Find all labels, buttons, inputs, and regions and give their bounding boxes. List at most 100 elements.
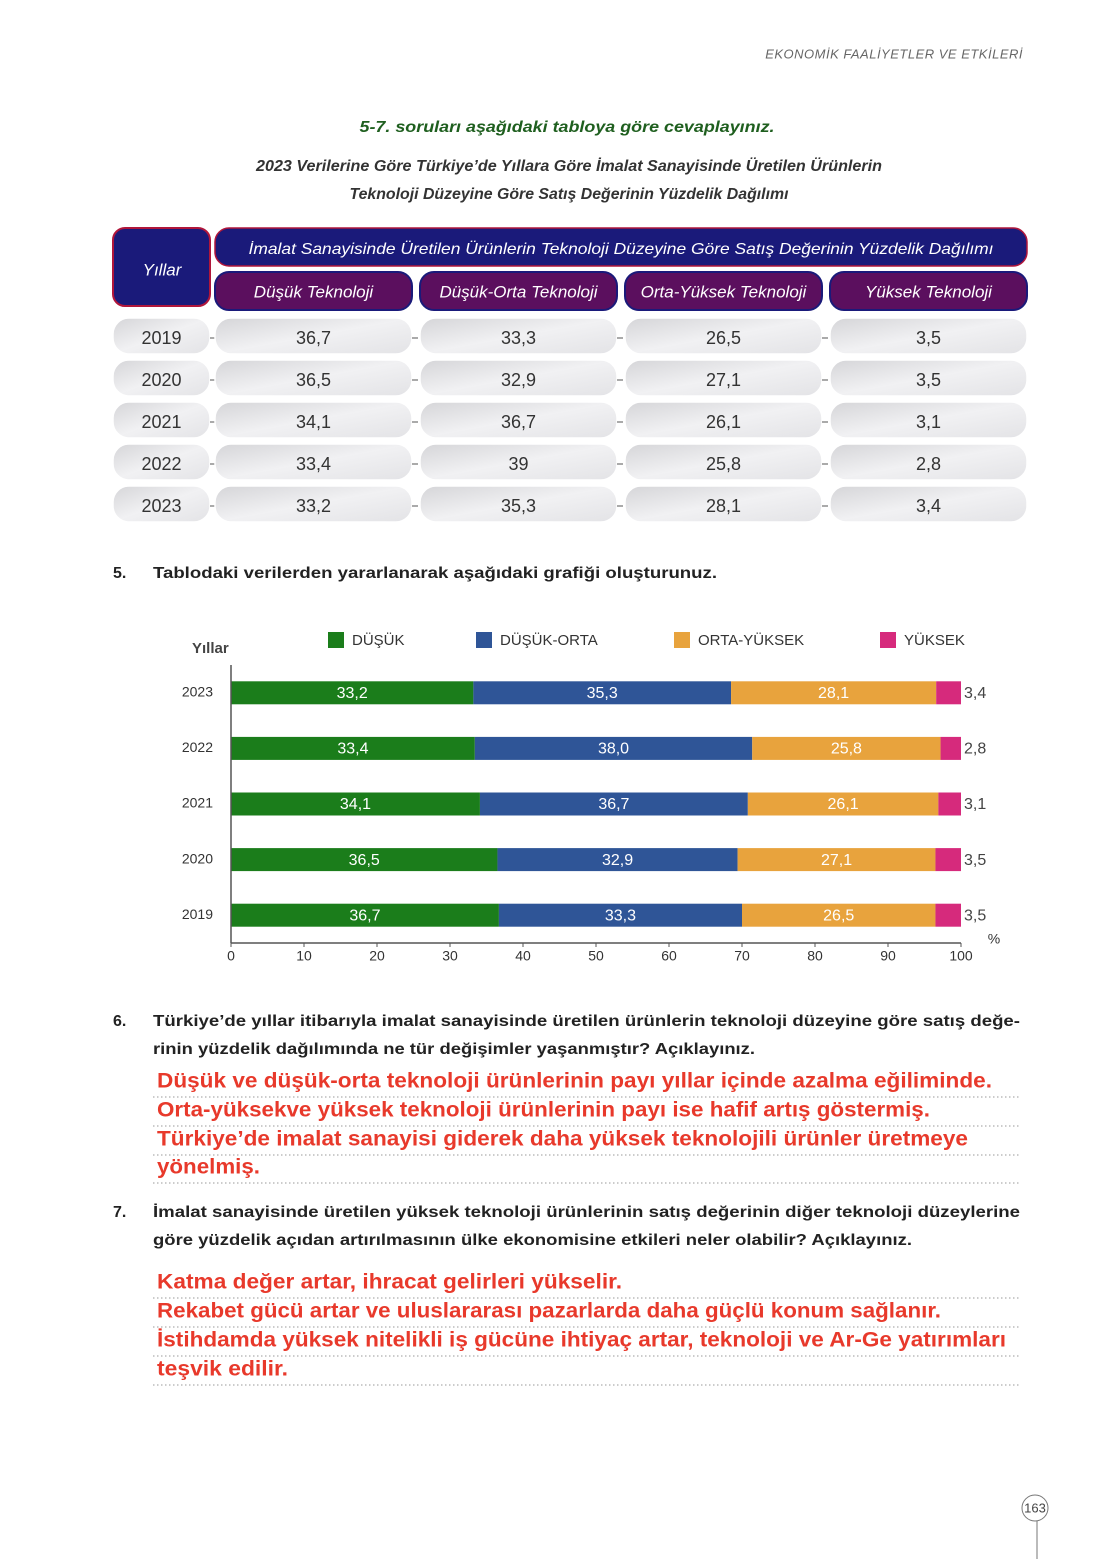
- bar-value-label: 33,3: [605, 907, 636, 924]
- cell-value: 28,1: [706, 496, 741, 516]
- question-text: rinin yüzdelik dağılımında ne tür değişi…: [153, 1041, 755, 1058]
- column-header-cell: [214, 271, 413, 311]
- questions: 6. Türkiye’de yıllar itibarıyla imalat sa…: [113, 1013, 1020, 1386]
- value-cell: [624, 485, 823, 523]
- bar-value-label: 36,7: [349, 907, 380, 924]
- value-cell: [214, 359, 413, 397]
- year-label: 2020: [141, 370, 181, 390]
- page-number: 163: [1024, 1500, 1046, 1515]
- bar-value-label: 26,5: [823, 907, 854, 924]
- bar-value-label: 2,8: [964, 741, 986, 758]
- table-title: 2023 Verilerine Göre Türkiye’de Yıllara …: [255, 156, 882, 175]
- bar-value-label: 27,1: [821, 852, 852, 869]
- cell-value: 2,8: [916, 454, 941, 474]
- cell-value: 39: [508, 454, 528, 474]
- answer-line: yönelmiş.: [157, 1156, 260, 1179]
- legend-swatch: [880, 632, 896, 648]
- year-cell: [112, 401, 211, 439]
- value-cell: [829, 317, 1028, 355]
- y-axis-label: Yıllar: [192, 640, 229, 657]
- instruction: 5-7. soruları aşağıdaki tabloya göre cev…: [360, 119, 775, 136]
- cell-value: 33,2: [296, 496, 331, 516]
- value-cell: [624, 401, 823, 439]
- value-cell: [419, 317, 618, 355]
- cell-value: 3,1: [916, 412, 941, 432]
- value-cell: [624, 317, 823, 355]
- cell-value: 3,5: [916, 328, 941, 348]
- bar-value-label: 3,5: [964, 852, 986, 869]
- value-cell: [829, 401, 1028, 439]
- x-tick-label: 40: [515, 948, 531, 964]
- year-cell: [112, 443, 211, 481]
- legend-swatch: [674, 632, 690, 648]
- bar-segment: [935, 848, 961, 872]
- x-unit-label: %: [988, 931, 1000, 947]
- column-header-cell: [419, 271, 618, 311]
- x-tick-label: 80: [807, 948, 823, 964]
- bar-value-label: 33,2: [337, 685, 368, 702]
- value-cell: [624, 359, 823, 397]
- year-label: 2019: [141, 328, 181, 348]
- bar-segment: [474, 736, 753, 760]
- year-cell: [112, 485, 211, 523]
- cell-value: 36,5: [296, 370, 331, 390]
- value-cell: [419, 485, 618, 523]
- x-tick-label: 0: [227, 948, 235, 964]
- x-tick-label: 30: [442, 948, 458, 964]
- bar-segment: [935, 903, 961, 927]
- bar-segment: [742, 903, 936, 927]
- question-text: Türkiye’de yıllar itibarıyla imalat sana…: [153, 1013, 1020, 1030]
- bar-value-label: 35,3: [587, 685, 618, 702]
- cell-value: 3,4: [916, 496, 941, 516]
- bar-segment: [936, 681, 961, 705]
- cell-value: 34,1: [296, 412, 331, 432]
- cell-value: 36,7: [296, 328, 331, 348]
- legend-label: ORTA-YÜKSEK: [698, 631, 804, 649]
- bar-value-label: 3,4: [964, 685, 986, 702]
- legend-label: DÜŞÜK: [352, 631, 405, 649]
- answer-line: teşvik edilir.: [157, 1358, 288, 1381]
- value-cell: [419, 359, 618, 397]
- x-tick-label: 60: [661, 948, 677, 964]
- bar-value-label: 3,5: [964, 907, 986, 924]
- year-label: 2022: [141, 454, 181, 474]
- answer-line: Türkiye’de imalat sanayisi giderek daha …: [157, 1128, 968, 1151]
- group-header: İmalat Sanayisinde Üretilen Ürünlerin Te…: [249, 239, 994, 258]
- bar-segment: [747, 792, 939, 816]
- year-cell: [112, 317, 211, 355]
- bar-value-label: 33,4: [337, 741, 368, 758]
- bar-segment: [938, 792, 961, 816]
- bar-segment: [231, 903, 499, 927]
- x-tick-label: 10: [296, 948, 312, 964]
- answer-line: İstihdamda yüksek nitelikli iş gücüne ih…: [157, 1329, 1006, 1352]
- bar-segment: [473, 681, 732, 705]
- column-header: Düşük-Orta Teknoloji: [439, 282, 598, 301]
- year-label: 2023: [141, 496, 181, 516]
- bar-value-label: 36,7: [598, 796, 629, 813]
- running-header: EKONOMİK FAALİYETLER VE ETKİLERİ: [765, 46, 1023, 61]
- bar-segment: [737, 848, 936, 872]
- bar-segment: [940, 736, 961, 760]
- legend-swatch: [476, 632, 492, 648]
- bar-value-label: 25,8: [831, 741, 862, 758]
- value-cell: [214, 401, 413, 439]
- cell-value: 33,3: [501, 328, 536, 348]
- y-tick-label: 2023: [182, 684, 213, 700]
- cell-value: 32,9: [501, 370, 536, 390]
- bar-value-label: 34,1: [340, 796, 371, 813]
- question-text: göre yüzdelik açıdan artırılmasının ülke…: [153, 1232, 912, 1249]
- value-cell: [214, 443, 413, 481]
- question-number: 5.: [113, 565, 126, 582]
- value-cell: [829, 443, 1028, 481]
- legend-label: YÜKSEK: [904, 631, 965, 649]
- bar-value-label: 36,5: [349, 852, 380, 869]
- y-tick-label: 2019: [182, 906, 213, 922]
- cell-value: 25,8: [706, 454, 741, 474]
- y-tick-label: 2020: [182, 850, 213, 866]
- x-tick-label: 20: [369, 948, 385, 964]
- column-header: Düşük Teknoloji: [254, 282, 375, 301]
- value-cell: [214, 317, 413, 355]
- answer-line: Katma değer artar, ihracat gelirleri yük…: [157, 1271, 622, 1294]
- column-header: Orta-Yüksek Teknoloji: [641, 282, 808, 301]
